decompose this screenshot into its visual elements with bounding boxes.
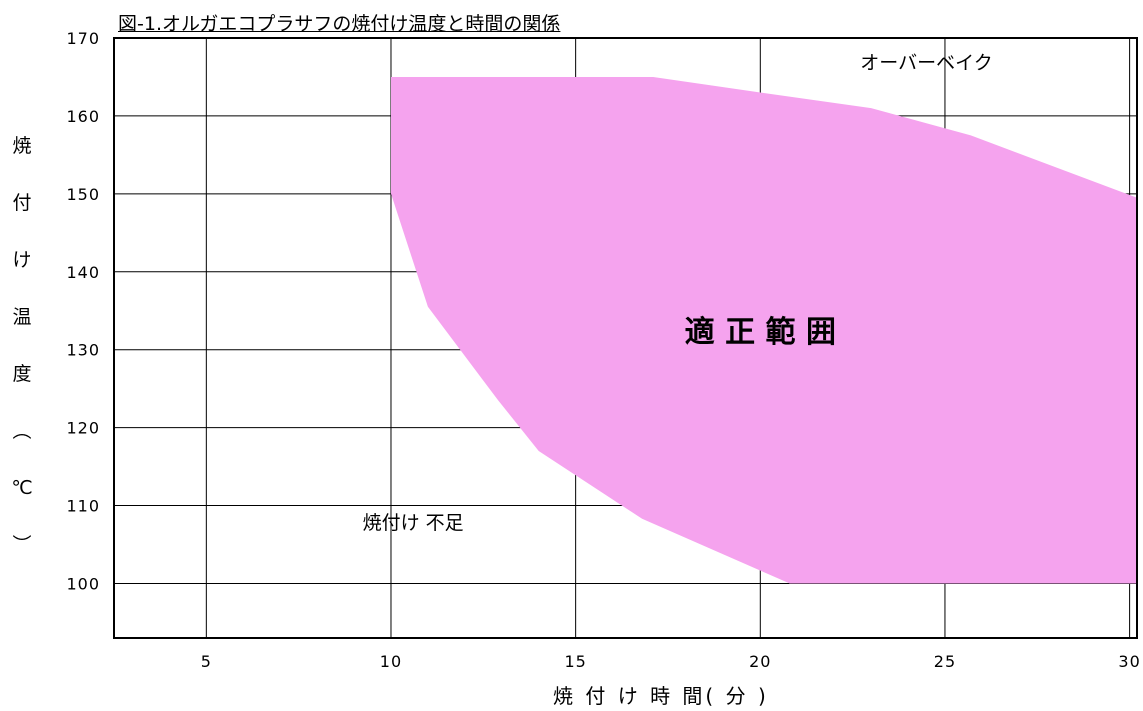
chart-title: 図-1.オルガエコプラサフの焼付け温度と時間の関係 [118, 13, 561, 35]
y-tick-label: 120 [66, 419, 100, 438]
annotation-optimal-range: 適 正 範 囲 [685, 315, 836, 350]
y-tick-label: 160 [66, 107, 100, 126]
y-label-char: 温 [12, 306, 32, 328]
y-label-char: 付 [12, 192, 32, 214]
y-label-char: け [12, 249, 32, 271]
optimal-range-region [391, 77, 1137, 584]
x-tick-label: 10 [380, 652, 402, 671]
x-tick-label: 20 [749, 652, 771, 671]
x-tick-label: 15 [564, 652, 586, 671]
y-axis-ticks: 100 110 120 130 140 150 160 170 [66, 29, 100, 593]
x-tick-label: 30 [1118, 652, 1140, 671]
x-tick-label: 25 [934, 652, 956, 671]
y-axis-label: 焼 付 け 温 度 ︵ ℃ ︶ [10, 118, 34, 574]
y-label-char: 度 [12, 363, 32, 385]
plot-frame [113, 37, 1138, 639]
y-label-char: 焼 [12, 135, 32, 157]
x-axis-ticks: 5 10 15 20 25 30 [201, 652, 1140, 671]
annotation-underbake: 焼付け 不足 [363, 512, 464, 534]
x-axis-label: 焼 付 け 時 間( 分 ) [553, 684, 769, 708]
x-tick-label: 5 [201, 652, 212, 671]
y-tick-label: 100 [66, 574, 100, 593]
y-label-char: ℃ [11, 477, 33, 499]
y-tick-label: 170 [66, 29, 100, 48]
y-tick-label: 130 [66, 341, 100, 360]
y-tick-label: 150 [66, 185, 100, 204]
y-tick-label: 140 [66, 263, 100, 282]
y-label-char: ︶ [12, 534, 32, 556]
y-label-char: ︵ [12, 420, 32, 442]
annotation-overbake: オーバーベイク [860, 52, 992, 74]
y-tick-label: 110 [66, 497, 100, 516]
